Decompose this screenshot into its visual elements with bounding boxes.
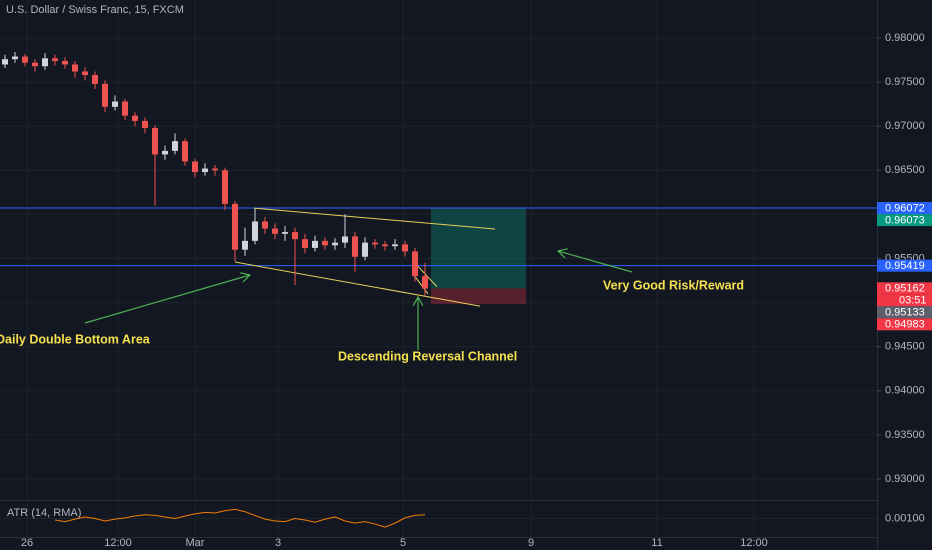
trendline <box>234 261 481 307</box>
candle-body <box>312 240 318 248</box>
candle-body <box>2 59 8 65</box>
candle-body <box>182 141 188 162</box>
price-label-bg <box>877 214 932 227</box>
candle-body <box>102 83 108 107</box>
candle-body <box>322 240 328 246</box>
candle-body <box>22 56 28 63</box>
candle-body <box>412 251 418 277</box>
price-label-bg <box>877 202 932 215</box>
candle-body <box>392 244 398 247</box>
candle-body <box>372 242 378 245</box>
candle-body <box>262 221 268 229</box>
annotation: Descending Reversal Channel <box>338 349 517 363</box>
x-tick-label: 26 <box>21 537 33 549</box>
candle-body <box>332 242 338 246</box>
arrow <box>558 251 633 273</box>
y-tick-label: 0.97500 <box>885 76 925 88</box>
candle-body <box>172 141 178 151</box>
candle-body <box>232 203 238 250</box>
candle-body <box>362 242 368 257</box>
candle-body <box>82 71 88 76</box>
countdown: 03:51 <box>899 295 927 307</box>
price-label-bg <box>877 282 932 295</box>
y-tick-label: 0.98000 <box>885 32 925 44</box>
candle-body <box>352 236 358 257</box>
candle-body <box>422 276 428 289</box>
price-label-bg <box>877 306 932 319</box>
candle-body <box>252 221 258 241</box>
candle-body <box>342 236 348 243</box>
trendline <box>253 207 496 230</box>
arrow <box>84 275 250 324</box>
candle-body <box>302 239 308 248</box>
candle-body <box>192 161 198 173</box>
x-tick-label: 9 <box>528 537 534 549</box>
candle-body <box>202 168 208 173</box>
price-label: 0.96072 <box>885 202 925 214</box>
countdown-bg <box>877 294 932 307</box>
candle-body <box>62 60 68 65</box>
x-tick-label: 12:00 <box>740 537 768 549</box>
price-axis: 0.980000.975000.970000.965000.960000.955… <box>21 32 932 549</box>
candle-body <box>152 127 158 155</box>
indicator-line <box>54 508 426 528</box>
x-tick-label: 11 <box>651 537 662 549</box>
y-tick-label: 0.94500 <box>885 341 925 353</box>
y-tick-label: 0.93000 <box>885 473 925 485</box>
candle-body <box>142 120 148 128</box>
x-tick-label: 12:00 <box>104 537 132 549</box>
candle-body <box>282 232 288 234</box>
y-tick-label: 0.93500 <box>885 429 925 441</box>
candle-body <box>272 228 278 234</box>
target-zone <box>431 207 526 289</box>
candle-body <box>32 62 38 67</box>
price-label: 0.95133 <box>885 307 925 319</box>
x-tick-label: 3 <box>275 537 281 549</box>
price-label-bg <box>877 259 932 272</box>
candle-body <box>52 58 58 61</box>
candle-body <box>162 150 168 155</box>
y-tick-label: 0.97000 <box>885 120 925 132</box>
annotation: Very Good Risk/Reward <box>603 278 744 292</box>
candle-body <box>212 168 218 171</box>
y-tick-label: 0.94000 <box>885 385 925 397</box>
candle-body <box>292 232 298 240</box>
candle-body <box>222 170 228 204</box>
chart-title: U.S. Dollar / Swiss Franc, 15, FXCM <box>6 4 184 16</box>
price-label: 0.96073 <box>885 214 925 226</box>
stop-zone <box>431 288 526 305</box>
candle-body <box>72 64 78 72</box>
price-label-bg <box>877 318 932 331</box>
candle-body <box>382 244 388 247</box>
candle-body <box>402 244 408 252</box>
x-tick-label: Mar <box>186 537 205 549</box>
annotation: Daily Double Bottom Area <box>0 332 151 346</box>
plot-area <box>0 52 877 528</box>
candle-body <box>112 101 118 107</box>
candle-body <box>122 101 128 116</box>
x-tick-label: 5 <box>400 537 406 549</box>
y-tick-label: 0.96500 <box>885 164 925 176</box>
candle-body <box>242 240 248 250</box>
candle-body <box>42 58 48 67</box>
price-label: 0.94983 <box>885 319 925 331</box>
y-tick-label: 0.00100 <box>885 512 925 524</box>
candle-body <box>92 75 98 84</box>
trendline <box>413 274 429 295</box>
candle-body <box>132 115 138 121</box>
candle-body <box>12 56 18 60</box>
price-label: 0.95419 <box>885 260 925 272</box>
price-label: 0.95162 <box>885 283 925 295</box>
indicator-name: ATR (14, RMA) <box>7 507 81 519</box>
